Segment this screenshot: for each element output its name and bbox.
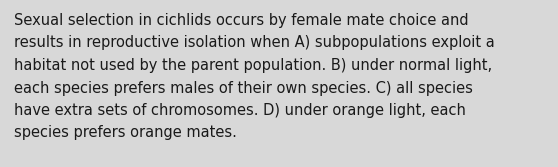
Text: have extra sets of chromosomes. D) under orange light, each: have extra sets of chromosomes. D) under… <box>14 103 466 118</box>
Text: habitat not used by the parent population. B) under normal light,: habitat not used by the parent populatio… <box>14 58 492 73</box>
Text: results in reproductive isolation when A) subpopulations exploit a: results in reproductive isolation when A… <box>14 36 495 50</box>
Text: each species prefers males of their own species. C) all species: each species prefers males of their own … <box>14 80 473 96</box>
Text: species prefers orange mates.: species prefers orange mates. <box>14 125 237 140</box>
Text: Sexual selection in cichlids occurs by female mate choice and: Sexual selection in cichlids occurs by f… <box>14 13 469 28</box>
